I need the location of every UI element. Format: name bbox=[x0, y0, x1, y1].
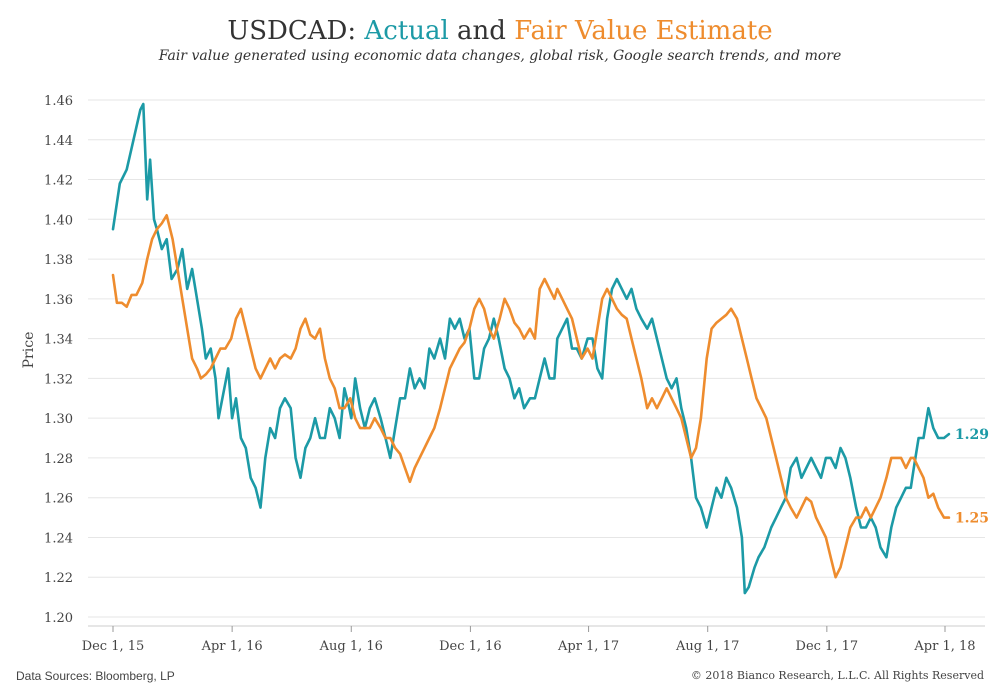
x-tick-label: Dec 1, 17 bbox=[796, 639, 859, 654]
y-tick-label: 1.38 bbox=[44, 253, 73, 268]
series-line-fair-value-estimate bbox=[111, 214, 951, 579]
y-tick-label: 1.36 bbox=[44, 293, 73, 308]
series-line-actual bbox=[111, 102, 951, 595]
x-tick-label: Dec 1, 16 bbox=[439, 639, 502, 654]
y-tick-label: 1.28 bbox=[44, 452, 73, 467]
y-tick-label: 1.22 bbox=[44, 571, 73, 586]
x-tick-label: Aug 1, 16 bbox=[319, 639, 383, 654]
title-prefix: USDCAD: bbox=[227, 16, 365, 46]
y-tick-label: 1.44 bbox=[44, 134, 73, 149]
y-tick-label: 1.30 bbox=[44, 412, 73, 427]
x-tick-label: Apr 1, 18 bbox=[913, 639, 975, 654]
x-tick-label: Aug 1, 17 bbox=[675, 639, 739, 654]
end-value-label: 1.29 bbox=[955, 427, 989, 443]
y-tick-label: 1.20 bbox=[44, 611, 73, 626]
y-tick-label: 1.34 bbox=[44, 333, 73, 348]
chart-title: USDCAD: Actual and Fair Value Estimate bbox=[0, 16, 1000, 46]
title-and: and bbox=[448, 16, 515, 46]
y-tick-label: 1.26 bbox=[44, 492, 73, 507]
y-tick-label: 1.42 bbox=[44, 174, 73, 189]
y-tick-label: 1.40 bbox=[44, 213, 73, 228]
x-tick-label: Dec 1, 15 bbox=[82, 639, 145, 654]
title-actual: Actual bbox=[364, 16, 449, 46]
y-tick-label: 1.24 bbox=[44, 531, 73, 546]
data-sources: Data Sources: Bloomberg, LP bbox=[16, 669, 175, 683]
y-axis-label: Price bbox=[21, 332, 37, 369]
x-tick-label: Apr 1, 16 bbox=[201, 639, 263, 654]
x-tick-label: Apr 1, 17 bbox=[557, 639, 619, 654]
end-value-label: 1.25 bbox=[955, 511, 989, 527]
copyright: © 2018 Bianco Research, L.L.C. All Right… bbox=[690, 669, 984, 682]
y-tick-label: 1.46 bbox=[44, 94, 73, 109]
y-tick-label: 1.32 bbox=[44, 372, 73, 387]
chart-subtitle: Fair value generated using economic data… bbox=[158, 48, 842, 64]
title-fair-value: Fair Value Estimate bbox=[514, 16, 773, 46]
